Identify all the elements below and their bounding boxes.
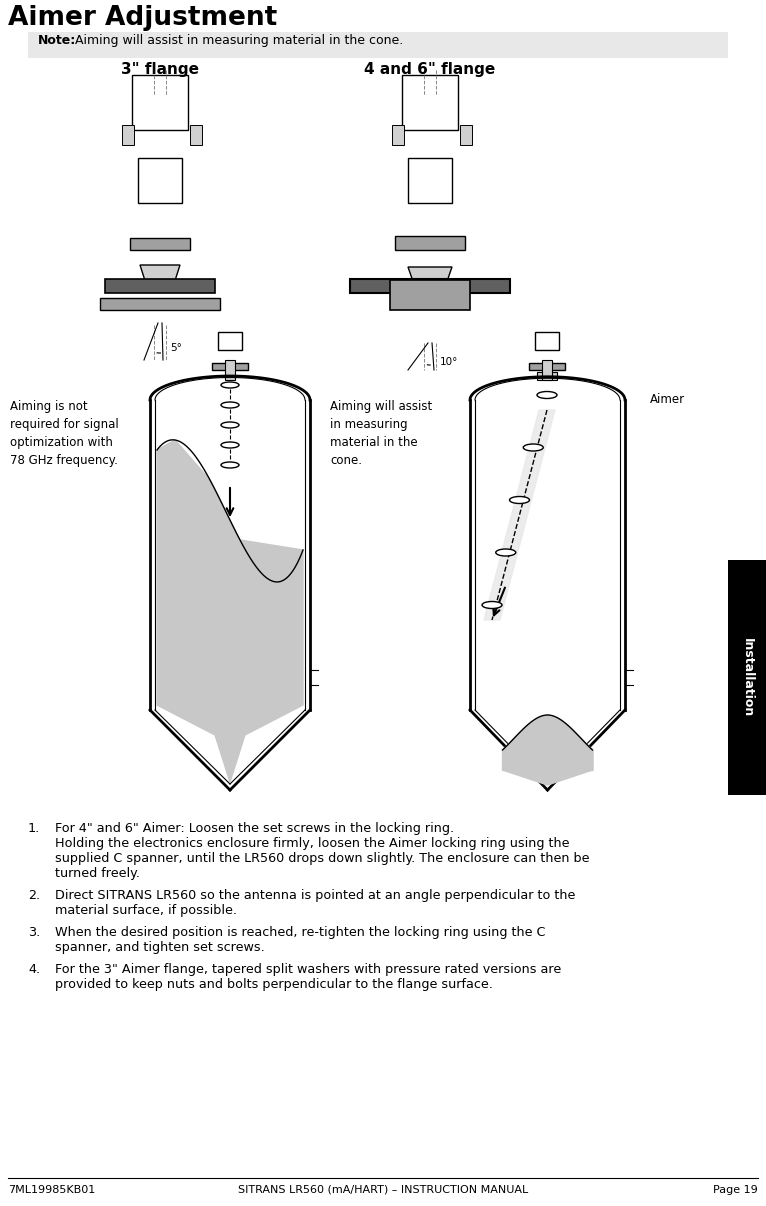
Ellipse shape [537, 392, 557, 398]
Text: Holding the electronics enclosure firmly, loosen the Aimer locking ring using th: Holding the electronics enclosure firmly… [55, 837, 569, 850]
Bar [408, 158, 452, 203]
Text: SITRANS LR560 (mA/HART) – INSTRUCTION MANUAL: SITRANS LR560 (mA/HART) – INSTRUCTION MA… [238, 1185, 528, 1195]
Text: 10°: 10° [440, 357, 458, 367]
Text: Direct SITRANS LR560 so the antenna is pointed at an angle perpendicular to the: Direct SITRANS LR560 so the antenna is p… [55, 889, 575, 902]
Text: material surface, if possible.: material surface, if possible. [55, 904, 237, 917]
Bar [350, 279, 510, 293]
Ellipse shape [482, 602, 502, 609]
Text: Installation: Installation [741, 638, 754, 718]
Polygon shape [140, 265, 180, 289]
Bar [122, 125, 134, 145]
Ellipse shape [221, 382, 239, 388]
Bar [100, 298, 220, 310]
Ellipse shape [221, 402, 239, 408]
Text: 3" flange: 3" flange [121, 62, 199, 77]
Bar [410, 180, 450, 191]
Text: 4 and 6" flange: 4 and 6" flange [365, 62, 496, 77]
Bar [218, 332, 242, 350]
Ellipse shape [509, 497, 529, 503]
Text: 7ML19985KB01: 7ML19985KB01 [8, 1185, 95, 1195]
Bar [130, 238, 190, 250]
Bar [390, 280, 470, 310]
Bar [140, 180, 180, 191]
Text: 2.: 2. [28, 889, 40, 902]
Bar [132, 75, 188, 130]
Bar [535, 332, 559, 350]
Text: Page 19: Page 19 [713, 1185, 758, 1195]
Bar [190, 125, 202, 145]
Text: Note:: Note: [38, 34, 77, 47]
Polygon shape [157, 440, 303, 781]
Ellipse shape [496, 549, 516, 556]
Bar [225, 361, 235, 380]
Bar [537, 371, 557, 380]
Text: turned freely.: turned freely. [55, 867, 140, 880]
Ellipse shape [221, 422, 239, 428]
Bar [150, 84, 170, 103]
Text: Aimer Adjustment: Aimer Adjustment [8, 5, 277, 31]
Bar [28, 33, 728, 58]
Polygon shape [502, 715, 592, 785]
Bar [402, 75, 458, 130]
Ellipse shape [221, 443, 239, 447]
Ellipse shape [523, 444, 543, 451]
Text: Aiming will assist
in measuring
material in the
cone.: Aiming will assist in measuring material… [330, 400, 432, 467]
Text: provided to keep nuts and bolts perpendicular to the flange surface.: provided to keep nuts and bolts perpendi… [55, 978, 493, 991]
Bar [420, 84, 440, 103]
Text: 3.: 3. [28, 926, 41, 939]
Text: 5°: 5° [170, 343, 182, 353]
Bar [728, 560, 766, 795]
Text: For 4" and 6" Aimer: Loosen the set screws in the locking ring.: For 4" and 6" Aimer: Loosen the set scre… [55, 822, 454, 835]
Text: 1.: 1. [28, 822, 41, 835]
Polygon shape [484, 410, 555, 620]
Bar [105, 279, 215, 293]
Bar [542, 361, 552, 380]
Text: For the 3" Aimer flange, tapered split washers with pressure rated versions are: For the 3" Aimer flange, tapered split w… [55, 964, 561, 976]
Text: Aiming is not
required for signal
optimization with
78 GHz frequency.: Aiming is not required for signal optimi… [10, 400, 119, 467]
Bar [395, 236, 465, 250]
Bar [212, 363, 248, 370]
Bar [460, 125, 472, 145]
Text: Aimer: Aimer [650, 393, 685, 406]
Text: When the desired position is reached, re-tighten the locking ring using the C: When the desired position is reached, re… [55, 926, 545, 939]
Ellipse shape [221, 462, 239, 468]
Text: supplied C spanner, until the LR560 drops down slightly. The enclosure can then : supplied C spanner, until the LR560 drop… [55, 851, 590, 865]
Text: spanner, and tighten set screws.: spanner, and tighten set screws. [55, 941, 265, 954]
Text: 4.: 4. [28, 964, 40, 976]
Bar [138, 158, 182, 203]
Text: Aiming will assist in measuring material in the cone.: Aiming will assist in measuring material… [75, 34, 403, 47]
Bar [392, 125, 404, 145]
Polygon shape [408, 267, 452, 289]
Bar [529, 363, 565, 370]
